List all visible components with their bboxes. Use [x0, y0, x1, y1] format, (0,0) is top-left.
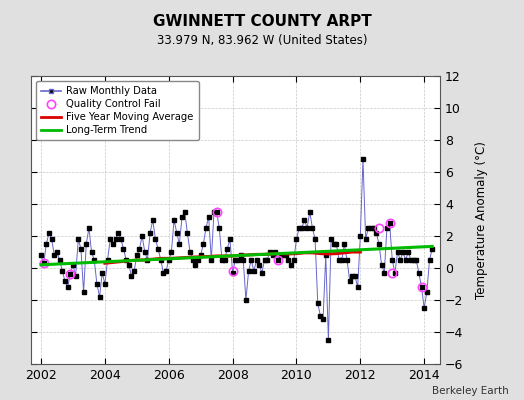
Text: Berkeley Earth: Berkeley Earth [432, 386, 508, 396]
Y-axis label: Temperature Anomaly (°C): Temperature Anomaly (°C) [475, 141, 487, 299]
Text: 33.979 N, 83.962 W (United States): 33.979 N, 83.962 W (United States) [157, 34, 367, 47]
Legend: Raw Monthly Data, Quality Control Fail, Five Year Moving Average, Long-Term Tren: Raw Monthly Data, Quality Control Fail, … [37, 81, 199, 140]
Text: GWINNETT COUNTY ARPT: GWINNETT COUNTY ARPT [152, 14, 372, 29]
